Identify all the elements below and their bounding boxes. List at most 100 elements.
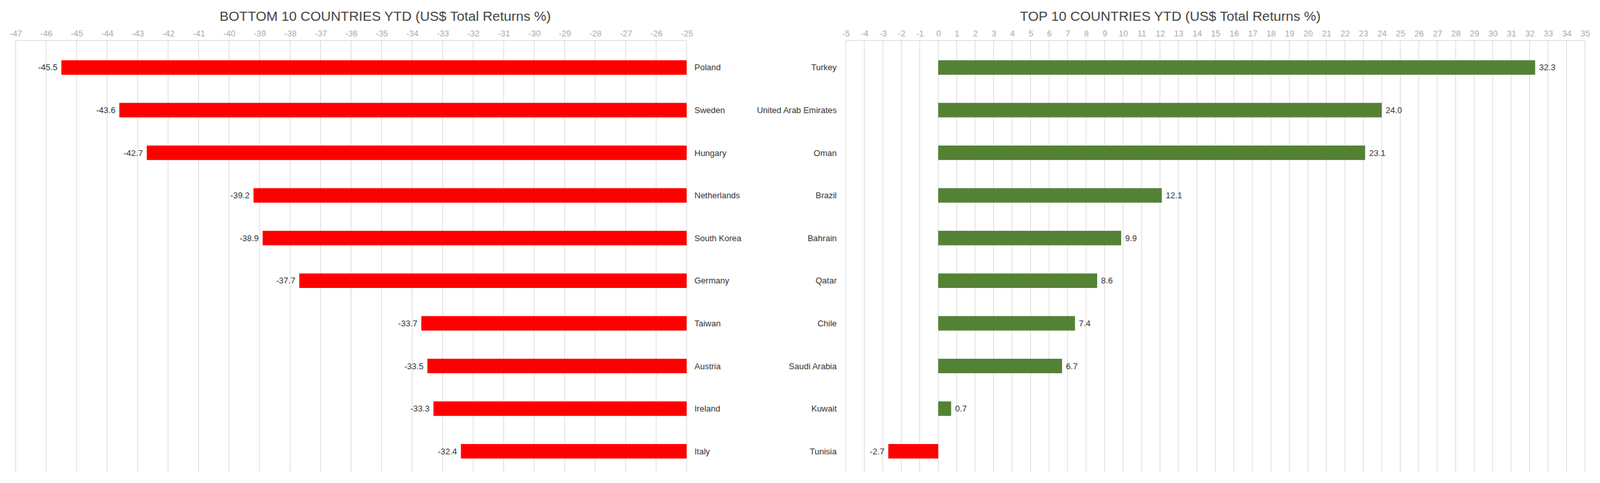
tick: -29: [558, 28, 572, 41]
tick-label: -40: [223, 28, 236, 39]
tick-label: 6: [1047, 28, 1052, 39]
grid-line: [76, 40, 77, 473]
tick: 17: [1247, 28, 1258, 41]
category-label: Poland: [694, 62, 721, 73]
tick: 28: [1451, 28, 1461, 41]
tick-label: 19: [1284, 28, 1295, 39]
bar: [119, 102, 687, 117]
data-label: 32.3: [1538, 62, 1556, 73]
tick: 5: [1028, 28, 1033, 41]
bar: [461, 443, 687, 458]
tick-label: 18: [1266, 28, 1276, 39]
data-label: 8.6: [1101, 275, 1113, 286]
bar: [938, 145, 1365, 160]
tick-label: -41: [192, 28, 206, 39]
tick-label: -45: [70, 28, 84, 39]
chart-panel: TOP 10 COUNTRIES YTD (US$ Total Returns …: [756, 8, 1591, 473]
chart-title: BOTTOM 10 COUNTRIES YTD (US$ Total Retur…: [219, 8, 551, 24]
category-label: Bahrain: [807, 233, 837, 243]
bar: [420, 315, 687, 331]
category-label: Turkey: [811, 62, 838, 73]
grid-line: [1436, 40, 1438, 473]
grid-line: [1585, 40, 1586, 473]
tick-label: 29: [1470, 28, 1480, 39]
bar: [938, 102, 1382, 117]
tick-label: 13: [1173, 28, 1183, 39]
tick-label: -36: [345, 28, 358, 39]
bar: [299, 273, 687, 288]
tick: 23: [1358, 28, 1369, 41]
tick: -3: [879, 28, 888, 41]
data-label: -37.7: [276, 275, 296, 286]
tick-label: -31: [497, 28, 510, 39]
axis-line: [16, 40, 688, 41]
bar: [938, 358, 1063, 373]
tick: 21: [1321, 28, 1332, 41]
tick-label: 5: [1028, 28, 1033, 39]
tick: 4: [1010, 28, 1015, 41]
x-axis: -5-4-3-2-1012345678910111213141516171819…: [842, 28, 1591, 41]
tick: -39: [253, 28, 267, 41]
tick-label: -38: [284, 28, 297, 39]
tick: 34: [1562, 28, 1572, 41]
data-label: -2.7: [869, 446, 885, 457]
tick: 8: [1084, 28, 1089, 41]
tick: -36: [345, 28, 358, 41]
tick: 20: [1303, 28, 1313, 41]
bar: [938, 60, 1536, 75]
tick-label: 23: [1358, 28, 1369, 39]
tick-label: -30: [528, 28, 541, 39]
bar: [938, 230, 1122, 245]
bar: [427, 358, 687, 373]
bar: [61, 60, 687, 75]
tick: -25: [680, 28, 694, 41]
tick-label: -46: [40, 28, 53, 39]
tick: 29: [1470, 28, 1480, 41]
bar: [146, 145, 687, 160]
grid-line: [882, 40, 883, 473]
data-label: -33.5: [404, 361, 424, 371]
tick-label: -37: [315, 28, 328, 39]
tick: 6: [1047, 28, 1052, 41]
tick-label: -43: [131, 28, 145, 39]
category-label: Kuwait: [811, 403, 837, 414]
tick-label: 8: [1084, 28, 1089, 39]
tick-label: -34: [406, 28, 420, 39]
data-label: 0.7: [954, 403, 967, 414]
tick: 33: [1543, 28, 1553, 41]
grid: [845, 40, 1586, 473]
category-labels: TurkeyUnited Arab EmiratesOmanBrazilBahr…: [756, 62, 838, 456]
tick-label: -2: [897, 28, 906, 39]
data-label: 23.1: [1368, 148, 1385, 158]
data-label: -33.7: [398, 318, 418, 329]
tick: -27: [619, 28, 633, 41]
tick-label: -3: [879, 28, 888, 39]
category-label: Austria: [694, 361, 722, 371]
tick: 35: [1580, 28, 1590, 41]
tick: 15: [1210, 28, 1220, 41]
chart-panel: BOTTOM 10 COUNTRIES YTD (US$ Total Retur…: [9, 8, 1450, 473]
canvas: BOTTOM 10 COUNTRIES YTD (US$ Total Retur…: [0, 0, 1600, 483]
grid-line: [1529, 40, 1530, 473]
tick: -32: [467, 28, 480, 41]
data-label: 12.1: [1165, 190, 1182, 201]
category-label: Netherlands: [694, 190, 741, 201]
tick-label: 15: [1210, 28, 1220, 39]
tick-label: 20: [1303, 28, 1313, 39]
grid-line: [1548, 40, 1549, 473]
tick: -47: [9, 28, 23, 41]
tick-label: 32: [1525, 28, 1535, 39]
data-label: -39.2: [230, 190, 251, 201]
tick-label: 35: [1580, 28, 1590, 39]
bar: [938, 273, 1098, 288]
grid-line: [1492, 40, 1493, 473]
data-label: -33.3: [410, 403, 431, 414]
tick: -26: [650, 28, 663, 41]
bar: [433, 400, 687, 416]
tick: 25: [1396, 28, 1406, 41]
tick: 32: [1525, 28, 1535, 41]
tick: -37: [315, 28, 328, 41]
tick: -5: [842, 28, 851, 41]
grid-line: [863, 40, 865, 473]
tick: -35: [376, 28, 389, 41]
